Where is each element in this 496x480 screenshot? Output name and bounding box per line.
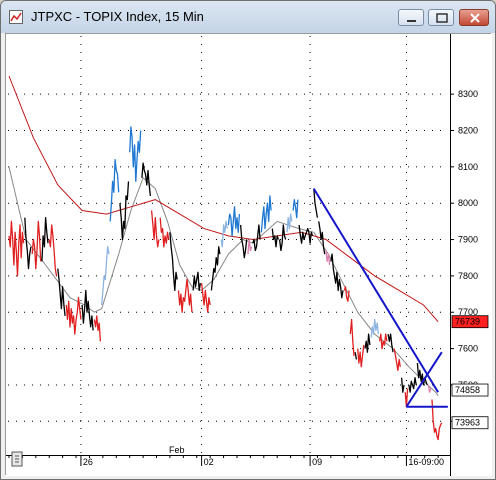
price-segment — [330, 253, 344, 299]
y-tick-label: 8100 — [458, 162, 478, 172]
price-segment — [349, 318, 355, 356]
x-tick-label: 02 — [204, 457, 214, 467]
price-segment — [192, 271, 202, 292]
price-label: 73963 — [455, 418, 480, 428]
price-segment — [150, 210, 160, 248]
price-segment — [41, 217, 49, 262]
price-line — [8, 126, 443, 441]
app-icon — [9, 10, 23, 24]
price-segment — [65, 297, 82, 335]
close-button[interactable] — [459, 9, 489, 26]
trendline[interactable] — [405, 351, 443, 408]
price-segment — [81, 289, 94, 331]
close-icon — [470, 13, 480, 23]
price-segment — [227, 206, 241, 237]
price-segment — [318, 221, 326, 255]
price-segment — [378, 333, 388, 350]
price-segment — [239, 224, 248, 259]
price-segment — [210, 246, 221, 291]
price-label: 74858 — [455, 385, 480, 395]
price-segment — [57, 268, 66, 316]
price-segment — [252, 224, 261, 252]
price-segment — [271, 228, 280, 248]
price-segment — [177, 278, 193, 313]
ma-long-line — [8, 75, 439, 323]
price-segment — [400, 377, 405, 393]
window-title: JTPXC - TOPIX Index, 15 Min — [31, 9, 204, 24]
price-segment — [370, 318, 380, 338]
trendlines[interactable] — [312, 188, 448, 408]
price-label-box — [451, 315, 489, 329]
price-segment — [48, 224, 58, 277]
price-segment — [325, 250, 331, 266]
minimize-icon — [407, 20, 416, 22]
price-segment — [357, 344, 365, 368]
time-axis: Feb 26 02 09 16-09:00 — [8, 445, 444, 467]
price-segment — [387, 333, 394, 353]
maximize-button[interactable] — [428, 9, 454, 26]
price-segment — [292, 198, 299, 219]
price-segment — [119, 181, 130, 241]
y-tick-label: 8200 — [458, 126, 478, 136]
y-tick-label: 7700 — [458, 307, 478, 317]
price-segment — [220, 220, 228, 248]
scroll-handle[interactable] — [11, 451, 23, 467]
price-segment — [260, 195, 272, 233]
price-segment — [24, 217, 32, 270]
x-tick-label: 16-09:00 — [408, 457, 444, 467]
price-segment — [109, 158, 120, 222]
price-segment — [141, 162, 152, 196]
price-segment — [129, 126, 142, 183]
price-segment — [200, 283, 211, 313]
y-tick-label: 7600 — [458, 344, 478, 354]
price-segment — [8, 220, 25, 277]
price-segment — [159, 217, 170, 248]
price-labels: 76739 74858 73963 — [451, 315, 489, 430]
price-segment — [416, 363, 428, 386]
title-bar[interactable]: JTPXC - TOPIX Index, 15 Min — [1, 1, 495, 33]
price-segment — [408, 377, 417, 393]
price-label-box — [451, 383, 489, 397]
chart-frame: 8300820081008000790078007700760075007400… — [5, 33, 492, 476]
x-tick-label: 26 — [83, 457, 93, 467]
price-label-box — [451, 416, 489, 430]
price-segment — [278, 224, 287, 252]
minimize-button[interactable] — [398, 9, 424, 26]
price-label: 76739 — [455, 317, 480, 327]
price-segment — [31, 220, 42, 270]
x-month-label: Feb — [169, 445, 185, 455]
price-segment — [93, 315, 102, 342]
y-tick-label: 8300 — [458, 89, 478, 99]
price-segment — [169, 232, 178, 292]
price-segment — [393, 348, 401, 372]
price-segment — [298, 224, 314, 244]
maximize-icon — [436, 13, 448, 23]
y-tick-label: 8000 — [458, 198, 478, 208]
price-segment — [286, 213, 293, 233]
price-segment — [427, 384, 432, 393]
price-segment — [354, 352, 358, 360]
price-segment — [247, 238, 253, 255]
price-segment — [431, 399, 443, 441]
y-tick-label: 7800 — [458, 271, 478, 281]
y-tick-label: 7900 — [458, 235, 478, 245]
price-segment — [101, 246, 110, 306]
price-chart[interactable]: 8300820081008000790078007700760075007400… — [6, 34, 492, 476]
price-segment — [364, 333, 371, 353]
price-segment — [343, 286, 350, 302]
trendline[interactable] — [312, 188, 439, 393]
x-tick-label: 09 — [312, 457, 322, 467]
price-segment — [313, 188, 319, 218]
